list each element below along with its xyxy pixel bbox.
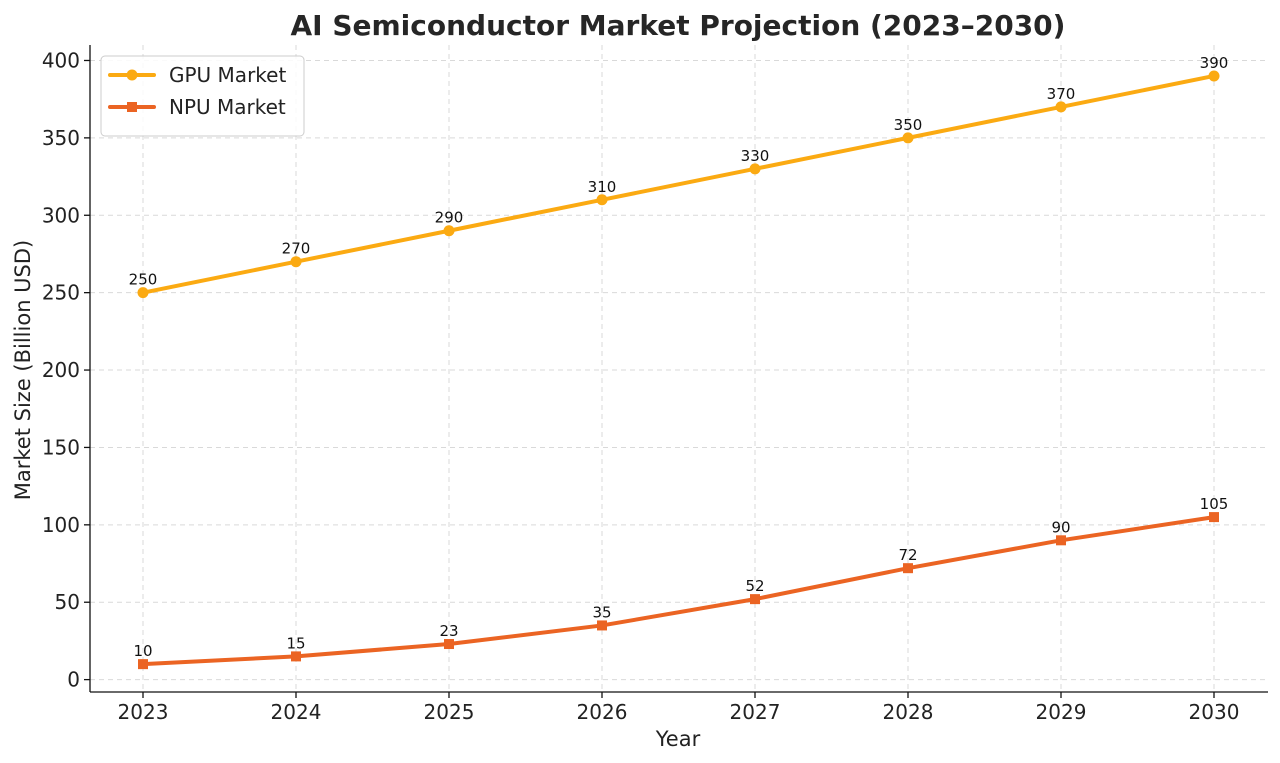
gpu-market-data-label: 310 <box>588 178 617 196</box>
npu-market-point <box>291 651 301 662</box>
gpu-market-data-label: 250 <box>129 271 158 289</box>
npu-market-data-label: 105 <box>1200 495 1229 513</box>
npu-market-point <box>138 659 148 670</box>
y-tick-label: 50 <box>55 590 80 614</box>
legend-gpu-market-label: GPU Market <box>169 63 286 87</box>
npu-market-data-label: 72 <box>898 546 917 564</box>
npu-market-data-label: 23 <box>439 622 458 640</box>
y-tick-label: 350 <box>42 126 80 150</box>
axes-layer: 2023 2024 2025 2026 2027 2028 2029 2030 0 50 100 15… <box>42 45 1268 724</box>
legend-npu-market-marker <box>127 102 137 112</box>
y-tick-label: 150 <box>42 435 80 459</box>
npu-market-point <box>444 639 454 650</box>
gpu-market-point <box>137 287 149 299</box>
x-axis-label: Year <box>655 727 701 751</box>
y-axis-label: Market Size (Billion USD) <box>11 240 35 500</box>
gpu-market-data-label: 350 <box>894 116 923 134</box>
gpu-market-point <box>596 194 608 206</box>
x-tick-label: 2025 <box>424 700 475 724</box>
grid-layer <box>90 45 1268 692</box>
x-tick-label: 2024 <box>271 700 322 724</box>
gpu-market-point <box>902 132 914 144</box>
gpu-market-point <box>290 256 302 268</box>
y-tick-label: 250 <box>42 281 80 305</box>
npu-market-point <box>597 620 607 631</box>
x-tick-label: 2027 <box>730 700 781 724</box>
gpu-market-data-label: 290 <box>435 209 464 227</box>
x-tick-label: 2028 <box>883 700 934 724</box>
gpu-market-data-label: 370 <box>1047 85 1076 103</box>
y-tick-label: 200 <box>42 358 80 382</box>
y-tick-label: 0 <box>67 668 80 692</box>
series-layer <box>137 70 1220 670</box>
y-tick-label: 300 <box>42 203 80 227</box>
gpu-market-point <box>1208 70 1220 82</box>
gpu-market-data-label: 270 <box>282 240 311 258</box>
npu-market-data-label: 15 <box>286 634 305 652</box>
x-tick-label: 2030 <box>1189 700 1240 724</box>
gpu-market-point <box>749 163 761 175</box>
legend-npu-market-label: NPU Market <box>169 95 286 119</box>
x-tick-label: 2029 <box>1036 700 1087 724</box>
legend: GPU Market NPU Market <box>100 55 305 137</box>
legend-gpu-market-marker <box>126 69 138 81</box>
chart-title: AI Semiconductor Market Projection (2023… <box>291 9 1066 42</box>
npu-market-line <box>141 515 1216 667</box>
npu-market-point <box>1209 512 1219 523</box>
gpu-market-data-label: 390 <box>1200 54 1229 72</box>
gpu-market-point <box>443 225 455 237</box>
x-tick-label: 2023 <box>118 700 169 724</box>
x-tick-label: 2026 <box>577 700 628 724</box>
gpu-market-line <box>141 73 1216 295</box>
npu-market-data-label: 10 <box>133 642 152 660</box>
gpu-market-point <box>1055 101 1067 113</box>
y-tick-label: 100 <box>42 513 80 537</box>
npu-market-point <box>1056 535 1066 546</box>
y-tick-label: 400 <box>42 48 80 72</box>
npu-market-point <box>903 563 913 574</box>
gpu-market-data-label: 330 <box>741 147 770 165</box>
npu-market-data-label: 35 <box>592 603 611 621</box>
npu-market-point <box>750 594 760 605</box>
npu-market-data-label: 90 <box>1051 518 1070 536</box>
data-labels-layer: 250 270 290 310 330 350 370 390 10 15 23 35 52 72 90 10… <box>129 54 1229 660</box>
npu-market-data-label: 52 <box>745 577 764 595</box>
